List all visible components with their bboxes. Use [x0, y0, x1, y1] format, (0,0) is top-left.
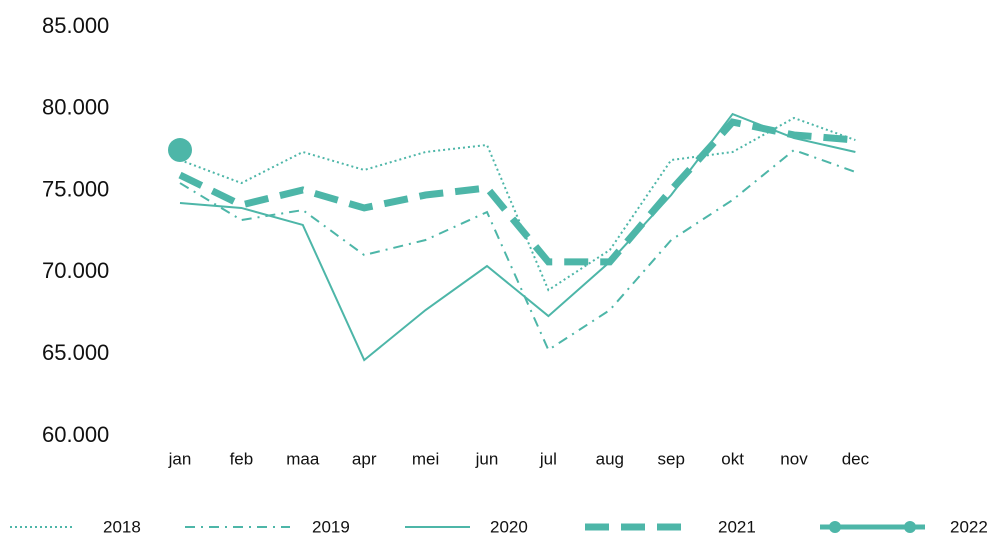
x-tick-label: maa — [286, 449, 320, 468]
x-tick-label: okt — [721, 449, 744, 468]
y-tick-label: 80.000 — [42, 95, 109, 120]
x-tick-label: feb — [230, 449, 254, 468]
y-tick-label: 75.000 — [42, 176, 109, 201]
series-line — [179, 148, 856, 352]
legend-marker — [904, 521, 916, 533]
x-tick-label: nov — [780, 449, 808, 468]
legend-label: 2018 — [103, 517, 141, 536]
x-tick-label: sep — [657, 449, 684, 468]
series-line — [178, 118, 856, 266]
legend-label: 2019 — [312, 517, 350, 536]
legend-label: 2021 — [718, 517, 756, 536]
series-line — [179, 116, 856, 292]
y-tick-label: 60.000 — [42, 422, 109, 447]
legend-label: 2020 — [490, 517, 528, 536]
legend-marker — [829, 521, 841, 533]
x-tick-label: jun — [475, 449, 499, 468]
x-tick-label: aug — [596, 449, 624, 468]
series-marker — [168, 138, 192, 163]
x-tick-label: mei — [412, 449, 439, 468]
y-tick-label: 85.000 — [42, 13, 109, 38]
x-tick-label: dec — [842, 449, 870, 468]
y-tick-label: 70.000 — [42, 258, 109, 283]
x-tick-label: apr — [352, 449, 377, 468]
x-tick-label: jan — [168, 449, 192, 468]
legend-label: 2022 — [950, 517, 988, 536]
y-tick-label: 65.000 — [42, 340, 109, 365]
x-tick-label: jul — [539, 449, 557, 468]
series-line — [179, 112, 856, 362]
